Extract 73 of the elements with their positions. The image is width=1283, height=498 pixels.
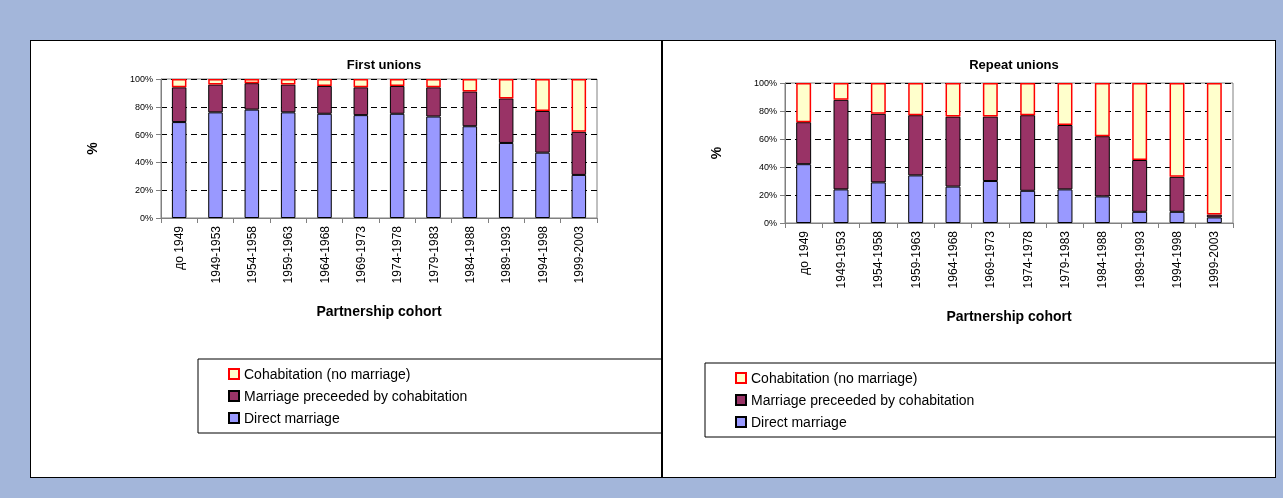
y-tick-label: 100% [753, 78, 777, 88]
bar [571, 79, 587, 132]
x-tick-label: 1989-1993 [1132, 230, 1147, 289]
x-tick-label: 1984-1988 [1095, 230, 1110, 289]
y-axis-title: % [708, 146, 724, 160]
bar [1169, 83, 1185, 177]
x-tick-label: 1974-1978 [1020, 230, 1035, 289]
x-tick-label: 1974-1978 [390, 225, 405, 284]
y-tick-label: 20% [134, 185, 153, 196]
legend-label: Cohabitation (no marriage) [244, 366, 411, 382]
legend-label: Cohabitation (no marriage) [751, 370, 918, 386]
bar [796, 83, 812, 123]
x-tick-label: 1964-1968 [946, 230, 960, 289]
y-tick-label: 80% [758, 106, 777, 116]
x-tick-label: 1994-1998 [535, 225, 550, 284]
y-tick-label: 0% [139, 213, 153, 223]
x-tick-label: 1994-1998 [1170, 230, 1184, 289]
legend-label: Direct marriage [751, 414, 847, 430]
bar [1094, 83, 1110, 137]
x-tick-label: до 1949 [796, 230, 811, 275]
bar [244, 79, 260, 84]
x-tick-label: 1949-1953 [208, 225, 223, 284]
bar [1206, 217, 1222, 223]
bar [1020, 83, 1036, 116]
chart-title: First unions [346, 57, 422, 72]
bar [462, 79, 478, 92]
bar [171, 79, 187, 88]
x-tick-label: 1969-1973 [353, 225, 368, 284]
bar [426, 79, 441, 88]
chart-title: Repeat unions [969, 57, 1059, 72]
y-tick-label: 80% [134, 101, 153, 112]
x-tick-label: 1949-1953 [834, 230, 848, 289]
y-tick-label: 60% [134, 129, 153, 140]
y-tick-label: 20% [758, 190, 777, 200]
bar [982, 83, 998, 117]
legend-label: Direct marriage [244, 410, 340, 426]
bar [945, 83, 961, 117]
bar [1206, 83, 1222, 215]
x-tick-label: 1999-2003 [571, 225, 586, 284]
x-tick-label: 1989-1993 [499, 225, 514, 284]
bar [280, 79, 296, 85]
y-tick-label: 40% [134, 157, 153, 168]
x-tick-label: 1954-1958 [871, 230, 886, 289]
bar [317, 79, 332, 86]
bar [833, 83, 849, 100]
legend-label: Marriage preceeded by cohabitation [244, 388, 468, 404]
x-axis-title: Partnership cohort [316, 303, 442, 319]
bar [1057, 83, 1073, 125]
bar [389, 79, 405, 86]
bar [1132, 83, 1148, 160]
legend-label: Marriage preceeded by cohabitation [751, 392, 975, 408]
x-tick-label: 1999-2003 [1207, 230, 1222, 289]
x-tick-label: 1979-1983 [1058, 230, 1072, 289]
x-tick-label: 1959-1963 [908, 230, 923, 289]
y-tick-label: 40% [758, 162, 777, 172]
bar [208, 79, 223, 85]
x-tick-label: 1959-1963 [281, 225, 296, 284]
bar [353, 79, 369, 88]
x-tick-label: 1954-1958 [244, 225, 259, 284]
bar [870, 83, 886, 114]
y-axis-title: % [84, 141, 100, 155]
bar [535, 79, 550, 111]
x-tick-label: 1984-1988 [462, 225, 477, 284]
y-tick-label: 100% [129, 74, 153, 84]
y-tick-label: 60% [758, 134, 777, 144]
bar [908, 83, 924, 116]
y-tick-label: 0% [763, 218, 777, 228]
x-tick-label: 1969-1973 [983, 230, 998, 289]
bar [498, 79, 514, 99]
x-tick-label: до 1949 [172, 225, 187, 270]
x-tick-label: 1964-1968 [317, 225, 332, 284]
x-axis-title: Partnership cohort [946, 308, 1072, 324]
x-tick-label: 1979-1983 [426, 225, 441, 284]
